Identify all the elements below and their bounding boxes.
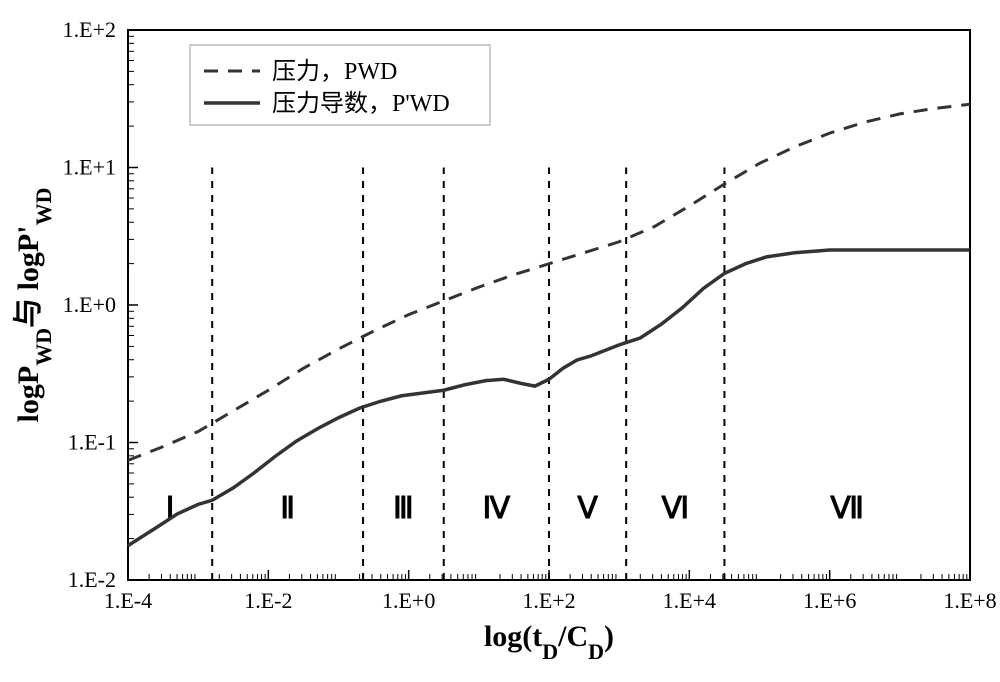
x-tick-label: 1.E+2 — [522, 588, 575, 613]
x-tick-label: 1.E+0 — [382, 588, 435, 613]
y-tick-label: 1.E-2 — [68, 567, 116, 592]
region-label: Ⅲ — [393, 492, 414, 525]
legend-label: 压力导数，P'WD — [272, 90, 450, 117]
region-label: Ⅵ — [660, 492, 689, 525]
x-axis-title: log(tD/CD) — [484, 620, 614, 664]
x-tick-label: 1.E+6 — [803, 588, 856, 613]
x-tick-label: 1.E+8 — [943, 588, 996, 613]
x-tick-label: 1.E-2 — [244, 588, 292, 613]
legend-label: 压力，PWD — [272, 58, 397, 85]
chart-svg: 1.E-41.E-21.E+01.E+21.E+41.E+61.E+81.E-2… — [0, 0, 1000, 682]
y-tick-label: 1.E+1 — [63, 155, 116, 180]
region-label: Ⅳ — [483, 492, 512, 525]
y-tick-label: 1.E-1 — [68, 430, 116, 455]
y-tick-label: 1.E+0 — [63, 292, 116, 317]
x-tick-label: 1.E+4 — [663, 588, 716, 613]
region-label: Ⅴ — [576, 492, 599, 525]
chart-container: 1.E-41.E-21.E+01.E+21.E+41.E+61.E+81.E-2… — [0, 0, 1000, 682]
region-label: Ⅱ — [280, 492, 295, 525]
region-label: Ⅶ — [829, 492, 864, 525]
y-axis-title: logPWD与 logP'WD — [12, 188, 56, 423]
y-tick-label: 1.E+2 — [63, 17, 116, 42]
